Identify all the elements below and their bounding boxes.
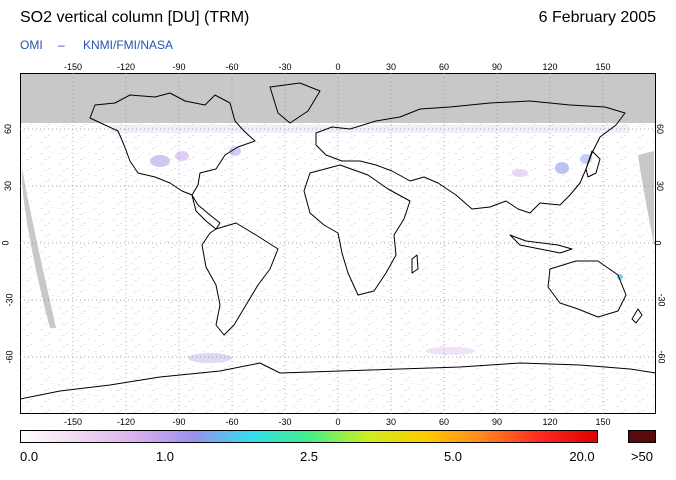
lon-tick-bottom: 150 xyxy=(595,417,611,427)
map-frame xyxy=(20,73,656,414)
lat-tick-right: -60 xyxy=(656,350,667,364)
map-date: 6 February 2005 xyxy=(538,9,656,26)
central-america-outline xyxy=(191,194,221,230)
lat-tick-right: 60 xyxy=(655,123,666,135)
lat-tick-right: 30 xyxy=(655,180,666,192)
madagascar-outline xyxy=(411,254,419,274)
lon-tick-top: -150 xyxy=(63,62,83,72)
lon-tick-bottom: -120 xyxy=(116,417,136,427)
colorbar-overflow-swatch xyxy=(628,430,656,443)
colorbar-gradient xyxy=(20,430,598,443)
japan-outline xyxy=(585,150,601,178)
lon-tick-bottom: -60 xyxy=(225,417,239,427)
lon-tick-top: 120 xyxy=(542,62,558,72)
colorbar-label: 20.0 xyxy=(569,449,595,464)
lon-tick-bottom: 60 xyxy=(438,417,450,427)
no-data-polar-region xyxy=(21,74,655,123)
antarctica-outline xyxy=(20,362,656,400)
eurasia-outline xyxy=(315,100,626,214)
lat-tick-left: -60 xyxy=(4,350,15,364)
no-data-gap-right xyxy=(638,151,654,245)
lon-tick-top: -120 xyxy=(116,62,136,72)
lon-tick-top: -30 xyxy=(278,62,292,72)
coastlines xyxy=(20,82,656,400)
africa-outline xyxy=(303,164,411,296)
north-america-outline xyxy=(89,92,256,196)
lon-tick-bottom: 120 xyxy=(542,417,558,427)
lon-tick-top: -60 xyxy=(225,62,239,72)
lat-tick-left: 60 xyxy=(3,123,14,135)
lon-tick-top: 0 xyxy=(335,62,341,72)
lat-tick-left: 30 xyxy=(3,180,14,192)
graticule xyxy=(20,73,656,414)
colorbar-label: 0.0 xyxy=(20,449,39,464)
colorbar-label: 1.0 xyxy=(155,449,175,464)
australia-outline xyxy=(547,260,627,318)
lon-tick-top: 150 xyxy=(595,62,611,72)
credit-institutions: KNMI/FMI/NASA xyxy=(83,38,174,52)
indonesia-outline xyxy=(509,234,573,254)
lat-tick-left: -30 xyxy=(4,293,15,307)
colorbar-label: 5.0 xyxy=(443,449,463,464)
lat-tick-right: -30 xyxy=(656,293,667,307)
lon-tick-bottom: 0 xyxy=(335,417,341,427)
lon-tick-top: 60 xyxy=(438,62,450,72)
lat-tick-left: 0 xyxy=(0,240,11,246)
lon-tick-top: 90 xyxy=(491,62,503,72)
map-title: SO2 vertical column [DU] (TRM) xyxy=(20,9,250,26)
credit-instrument: OMI xyxy=(20,38,43,52)
credit-separator: – xyxy=(58,38,65,52)
colorbar-label: 2.5 xyxy=(299,449,319,464)
lon-tick-top: 30 xyxy=(385,62,397,72)
lon-tick-bottom: -150 xyxy=(63,417,83,427)
lon-tick-bottom: 30 xyxy=(385,417,397,427)
lon-tick-bottom: -90 xyxy=(172,417,186,427)
colorbar-label: >50 xyxy=(630,449,654,464)
so2-world-map xyxy=(20,73,656,414)
lon-tick-bottom: 90 xyxy=(491,417,503,427)
new-zealand-outline xyxy=(631,308,643,324)
lon-tick-top: -90 xyxy=(172,62,186,72)
lat-tick-right: 0 xyxy=(652,240,663,246)
greenland-outline xyxy=(269,82,321,124)
south-america-outline xyxy=(201,222,279,336)
lon-tick-bottom: -30 xyxy=(278,417,292,427)
